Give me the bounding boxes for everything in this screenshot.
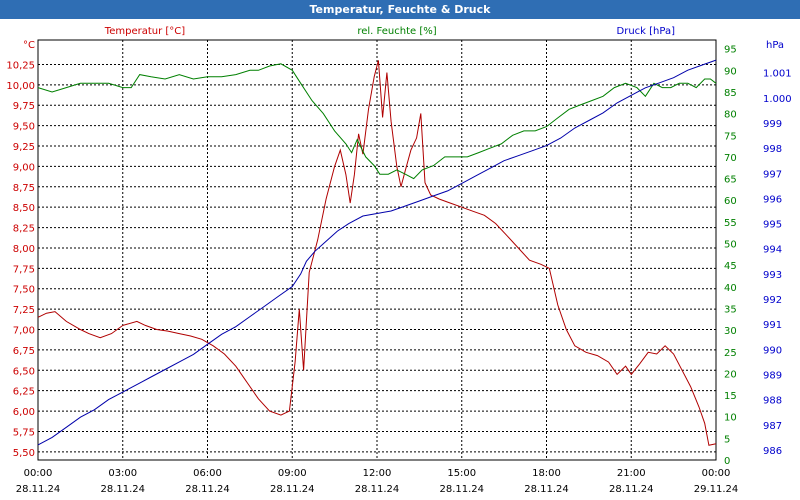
humidity-tick-label: 15 [724, 391, 737, 402]
x-tick-time: 21:00 [617, 468, 646, 479]
x-tick-time: 12:00 [363, 468, 392, 479]
temperature-tick-label: 5,50 [13, 448, 35, 459]
humidity-tick-label: 50 [724, 240, 737, 251]
x-tick-time: 09:00 [278, 468, 307, 479]
chart-title: Temperatur, Feuchte & Druck [0, 0, 800, 19]
humidity-tick-label: 65 [724, 175, 737, 186]
x-tick-date: 29.11.24 [694, 484, 739, 495]
series-line-humidity [37, 63, 717, 180]
humidity-tick-label: 35 [724, 304, 737, 315]
pressure-tick-label: 989 [763, 370, 782, 381]
legend-humidity: rel. Feuchte [%] [357, 26, 436, 37]
temperature-unit-label: °C [23, 40, 35, 51]
humidity-tick-label: 60 [724, 196, 737, 207]
x-tick-time: 00:00 [702, 468, 731, 479]
pressure-tick-label: 995 [763, 220, 782, 231]
temperature-tick-label: 6,25 [13, 387, 35, 398]
temperature-tick-label: 7,25 [13, 305, 35, 316]
temperature-tick-label: 6,50 [13, 366, 35, 377]
series-group [37, 59, 717, 446]
humidity-tick-label: 40 [724, 283, 737, 294]
temperature-tick-label: 8,50 [13, 203, 35, 214]
legend-pressure: Druck [hPa] [617, 26, 676, 37]
humidity-tick-label: 95 [724, 45, 737, 56]
humidity-tick-label: 0 [724, 456, 730, 467]
humidity-tick-label: 5 [724, 434, 730, 445]
temperature-tick-label: 8,25 [13, 224, 35, 235]
x-tick-date: 28.11.24 [439, 484, 484, 495]
pressure-tick-label: 996 [763, 194, 782, 205]
x-tick-date: 28.11.24 [185, 484, 230, 495]
pressure-tick-label: 993 [763, 270, 782, 281]
temperature-tick-label: 7,50 [13, 285, 35, 296]
temperature-tick-label: 6,00 [13, 407, 35, 418]
x-tick-time: 15:00 [447, 468, 476, 479]
pressure-tick-label: 988 [763, 396, 782, 407]
x-tick-date: 28.11.24 [100, 484, 145, 495]
humidity-tick-label: 25 [724, 348, 737, 359]
temperature-tick-label: 10,00 [6, 81, 35, 92]
x-tick-date: 28.11.24 [16, 484, 61, 495]
grid-lines [38, 40, 716, 460]
x-tick-date: 28.11.24 [609, 484, 654, 495]
temperature-tick-label: 7,00 [13, 326, 35, 337]
pressure-tick-label: 991 [763, 320, 782, 331]
pressure-tick-label: 992 [763, 295, 782, 306]
pressure-tick-label: 990 [763, 345, 782, 356]
humidity-tick-label: 55 [724, 218, 737, 229]
pressure-tick-label: 987 [763, 421, 782, 432]
temperature-tick-label: 5,75 [13, 427, 35, 438]
temperature-tick-label: 10,25 [6, 60, 35, 71]
pressure-tick-label: 994 [763, 245, 782, 256]
pressure-tick-label: 999 [763, 119, 782, 130]
x-tick-time: 18:00 [532, 468, 561, 479]
axes: 5,50 5,75 6,00 6,25 6,50 6,75 7,00 7,25 7,50 7,75… [6, 26, 791, 495]
temperature-tick-label: 6,75 [13, 346, 35, 357]
temperature-tick-label: 8,00 [13, 244, 35, 255]
x-tick-date: 28.11.24 [524, 484, 569, 495]
x-tick-time: 03:00 [108, 468, 137, 479]
temperature-tick-label: 9,00 [13, 162, 35, 173]
humidity-tick-label: 75 [724, 131, 737, 142]
temperature-tick-label: 8,75 [13, 183, 35, 194]
humidity-tick-label: 20 [724, 369, 737, 380]
x-tick-time: 00:00 [24, 468, 53, 479]
humidity-tick-label: 30 [724, 326, 737, 337]
humidity-tick-label: 85 [724, 88, 737, 99]
temperature-tick-label: 9,50 [13, 122, 35, 133]
humidity-tick-label: 90 [724, 66, 737, 77]
pressure-tick-label: 986 [763, 446, 782, 457]
temperature-tick-label: 9,25 [13, 142, 35, 153]
pressure-tick-label: 1.001 [763, 69, 792, 80]
pressure-tick-label: 997 [763, 169, 782, 180]
temperature-tick-label: 7,75 [13, 264, 35, 275]
humidity-tick-label: 10 [724, 413, 737, 424]
temperature-tick-label: 9,75 [13, 101, 35, 112]
x-tick-date: 28.11.24 [355, 484, 400, 495]
pressure-tick-label: 1.000 [763, 94, 792, 105]
pressure-unit-label: hPa [766, 40, 784, 51]
x-tick-date: 28.11.24 [270, 484, 315, 495]
pressure-tick-label: 998 [763, 144, 782, 155]
legend-temperature: Temperatur [°C] [104, 26, 185, 37]
x-tick-time: 06:00 [193, 468, 222, 479]
humidity-tick-label: 80 [724, 110, 737, 121]
series-line-pressure [37, 59, 717, 446]
humidity-tick-label: 45 [724, 261, 737, 272]
series-line-temperature [37, 60, 717, 446]
humidity-tick-label: 70 [724, 153, 737, 164]
